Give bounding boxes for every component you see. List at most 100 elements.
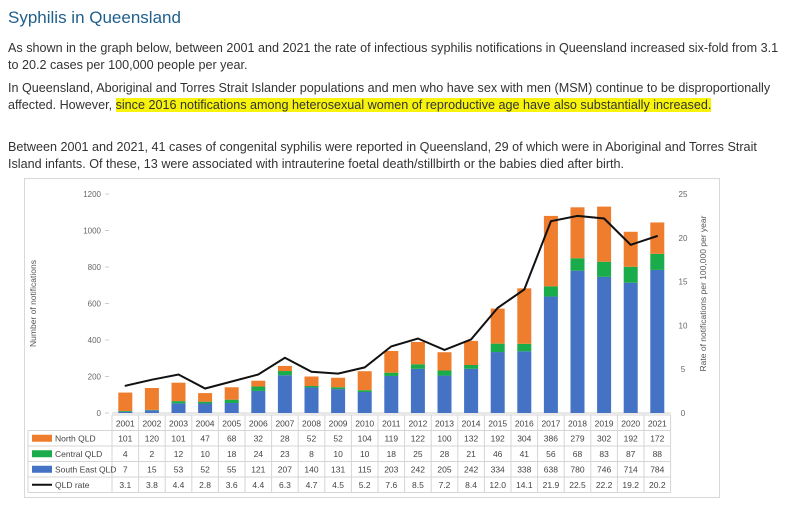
data-label: 101 xyxy=(171,433,185,443)
bar-north-qld xyxy=(623,231,638,267)
legend-label: Central QLD xyxy=(55,449,102,459)
data-label: 638 xyxy=(544,464,558,474)
legend-label: South East QLD xyxy=(55,464,116,474)
x-tick-label: 2008 xyxy=(302,419,321,429)
data-label: 47 xyxy=(200,433,210,443)
bar-south-east-qld xyxy=(570,270,585,413)
data-label: 52 xyxy=(307,433,317,443)
data-label: 55 xyxy=(227,464,237,474)
bar-central-qld xyxy=(543,286,558,297)
data-label: 279 xyxy=(570,433,584,443)
bar-central-qld xyxy=(251,386,266,391)
data-label: 12.0 xyxy=(489,480,506,490)
data-label: 52 xyxy=(200,464,210,474)
bar-north-qld xyxy=(304,376,319,386)
bar-south-east-qld xyxy=(650,269,665,413)
populations-paragraph: In Queensland, Aboriginal and Torres Str… xyxy=(8,80,788,114)
data-label: 8.4 xyxy=(465,480,477,490)
bar-south-east-qld xyxy=(171,403,186,413)
data-label: 101 xyxy=(118,433,132,443)
data-label: 338 xyxy=(517,464,531,474)
bar-north-qld xyxy=(543,215,558,287)
data-label: 18 xyxy=(227,449,237,459)
bar-north-qld xyxy=(384,350,399,373)
x-tick-label: 2013 xyxy=(435,419,454,429)
x-tick-label: 2007 xyxy=(275,419,294,429)
x-tick-label: 2020 xyxy=(621,419,640,429)
data-label: 10 xyxy=(333,449,343,459)
x-tick-label: 2002 xyxy=(142,419,161,429)
bar-central-qld xyxy=(517,343,532,352)
bar-central-qld xyxy=(171,401,186,404)
data-label: 242 xyxy=(464,464,478,474)
y-tick-label: 1200 xyxy=(83,190,101,199)
bar-north-qld xyxy=(357,371,372,391)
rate-point xyxy=(230,380,233,383)
bar-south-east-qld xyxy=(357,392,372,413)
x-tick-label: 2016 xyxy=(515,419,534,429)
bar-central-qld xyxy=(198,401,213,404)
bar-north-qld xyxy=(570,207,585,259)
x-tick-label: 2021 xyxy=(648,419,667,429)
bar-south-east-qld xyxy=(251,390,266,413)
data-label: 192 xyxy=(624,433,638,443)
rate-point xyxy=(204,387,206,390)
bar-north-qld xyxy=(490,308,505,344)
data-label: 83 xyxy=(599,449,609,459)
rate-point xyxy=(603,217,605,220)
bar-north-qld xyxy=(224,387,239,400)
data-label: 119 xyxy=(385,433,399,443)
bar-central-qld xyxy=(597,261,612,277)
x-tick-label: 2015 xyxy=(488,419,507,429)
data-label: 4.4 xyxy=(173,480,185,490)
bar-north-qld xyxy=(410,342,425,365)
data-label: 780 xyxy=(570,464,584,474)
rate-point xyxy=(629,244,632,246)
y2-tick-label: 5 xyxy=(681,365,686,374)
data-label: 68 xyxy=(227,433,237,443)
data-label: 4.7 xyxy=(306,480,318,490)
bar-north-qld xyxy=(198,393,213,402)
x-tick-label: 2006 xyxy=(249,419,268,429)
data-label: 15 xyxy=(147,464,157,474)
y-tick-label: 800 xyxy=(88,263,102,272)
data-label: 6.3 xyxy=(279,480,291,490)
y2-axis-label: Rate of notifications per 100,000 per ye… xyxy=(698,215,708,371)
bar-south-east-qld xyxy=(517,351,532,413)
legend-label: QLD rate xyxy=(55,480,90,490)
bar-central-qld xyxy=(304,385,319,388)
bar-south-east-qld xyxy=(304,387,319,413)
x-tick-label: 2009 xyxy=(329,419,348,429)
x-tick-label: 2003 xyxy=(169,419,188,429)
data-label: 8 xyxy=(309,449,314,459)
data-label: 3.8 xyxy=(146,480,158,490)
data-label: 132 xyxy=(464,433,478,443)
rate-point xyxy=(550,220,552,222)
legend-swatch xyxy=(32,434,52,442)
data-label: 192 xyxy=(491,433,505,443)
bar-south-east-qld xyxy=(490,352,505,413)
data-label: 302 xyxy=(597,433,611,443)
bar-south-east-qld xyxy=(543,296,558,413)
data-label: 8.5 xyxy=(412,480,424,490)
bar-central-qld xyxy=(650,253,665,270)
data-label: 115 xyxy=(358,464,372,474)
rate-point xyxy=(390,345,393,348)
rate-point xyxy=(337,372,339,375)
data-label: 7 xyxy=(123,464,128,474)
rate-point xyxy=(576,215,579,217)
data-label: 4.5 xyxy=(332,480,344,490)
bar-north-qld xyxy=(517,288,532,344)
data-label: 3.6 xyxy=(226,480,238,490)
chart-container: 0 200 400 600 800 1000 1200 0 5 10 15 20 25 Number of… xyxy=(24,178,720,498)
bar-south-east-qld xyxy=(198,403,213,413)
bar-south-east-qld xyxy=(410,368,425,413)
bar-central-qld xyxy=(570,258,585,271)
data-label: 120 xyxy=(145,433,159,443)
data-label: 56 xyxy=(546,449,556,459)
data-label: 21.9 xyxy=(543,480,560,490)
x-tick-label: 2011 xyxy=(382,419,401,429)
rate-point xyxy=(284,357,286,359)
rate-point xyxy=(363,366,366,369)
data-label: 32 xyxy=(254,433,264,443)
